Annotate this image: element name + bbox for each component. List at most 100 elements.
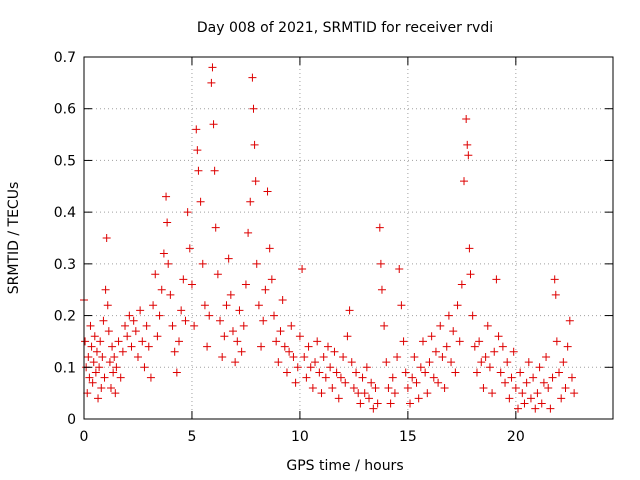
data-point xyxy=(434,378,443,387)
data-point xyxy=(483,321,492,330)
y-axis-label: SRMTID / TECUs xyxy=(6,182,22,295)
data-point xyxy=(254,301,263,310)
data-point xyxy=(399,337,408,346)
data-point xyxy=(544,383,553,392)
data-point xyxy=(99,316,108,325)
data-point xyxy=(492,275,501,284)
data-point xyxy=(267,275,276,284)
data-point xyxy=(341,378,350,387)
data-point xyxy=(550,275,559,284)
data-point xyxy=(218,352,227,361)
data-point xyxy=(356,399,365,408)
data-point xyxy=(328,383,337,392)
data-point xyxy=(308,383,317,392)
data-point xyxy=(468,311,477,320)
data-point xyxy=(295,332,304,341)
data-point xyxy=(237,347,246,356)
data-point xyxy=(100,373,109,382)
data-point xyxy=(274,358,283,367)
x-tick-label: 20 xyxy=(507,429,525,445)
data-point xyxy=(323,342,332,351)
data-point xyxy=(371,383,380,392)
data-point xyxy=(89,358,98,367)
data-point xyxy=(81,337,90,346)
data-point xyxy=(466,270,475,279)
data-point xyxy=(136,306,145,315)
data-point xyxy=(163,218,172,227)
data-point xyxy=(376,259,385,268)
data-point xyxy=(276,327,285,336)
data-point xyxy=(300,352,309,361)
data-point xyxy=(369,404,378,413)
data-point xyxy=(507,373,516,382)
data-point xyxy=(440,383,449,392)
data-point xyxy=(317,389,326,398)
data-point xyxy=(423,389,432,398)
x-tick-label: 10 xyxy=(291,429,309,445)
data-point xyxy=(447,358,456,367)
data-point xyxy=(166,290,175,299)
data-point xyxy=(332,368,341,377)
y-tick-label: 0.4 xyxy=(54,205,76,221)
data-point xyxy=(103,301,112,310)
data-point xyxy=(106,383,115,392)
data-point xyxy=(149,301,158,310)
data-point xyxy=(252,259,261,268)
data-point xyxy=(121,321,130,330)
data-point xyxy=(175,337,184,346)
data-point xyxy=(460,177,469,186)
data-point xyxy=(198,259,207,268)
data-point xyxy=(304,342,313,351)
data-point xyxy=(270,311,279,320)
data-point xyxy=(98,352,107,361)
data-point xyxy=(347,358,356,367)
data-point xyxy=(190,321,199,330)
data-point xyxy=(194,166,203,175)
data-point xyxy=(140,363,149,372)
data-point xyxy=(87,342,96,351)
data-point xyxy=(561,383,570,392)
data-point xyxy=(567,373,576,382)
data-point xyxy=(406,399,415,408)
data-point xyxy=(118,347,127,356)
data-point xyxy=(462,115,471,124)
data-point xyxy=(112,363,121,372)
data-point xyxy=(133,352,142,361)
data-point xyxy=(216,316,225,325)
data-point xyxy=(246,197,255,206)
data-point xyxy=(293,363,302,372)
data-point xyxy=(477,358,486,367)
x-axis-label: GPS time / hours xyxy=(286,458,403,474)
data-point xyxy=(485,363,494,372)
data-point xyxy=(162,192,171,201)
data-point xyxy=(250,140,259,149)
data-point xyxy=(84,352,93,361)
y-tick-label: 0.2 xyxy=(54,309,76,325)
data-point xyxy=(259,316,268,325)
data-point xyxy=(302,373,311,382)
data-point xyxy=(101,285,110,294)
data-point xyxy=(235,306,244,315)
data-point xyxy=(319,352,328,361)
data-point xyxy=(382,358,391,367)
data-point xyxy=(220,332,229,341)
data-point xyxy=(330,347,339,356)
data-point xyxy=(367,378,376,387)
y-tick-label: 0.5 xyxy=(54,153,76,169)
data-point xyxy=(479,383,488,392)
data-point xyxy=(86,321,95,330)
data-point xyxy=(416,363,425,372)
data-point xyxy=(105,358,114,367)
data-point xyxy=(386,399,395,408)
data-point xyxy=(291,378,300,387)
data-point xyxy=(336,373,345,382)
data-point xyxy=(390,389,399,398)
data-point xyxy=(315,368,324,377)
data-point xyxy=(261,285,270,294)
data-point xyxy=(429,373,438,382)
data-point xyxy=(352,368,361,377)
y-tick-label: 0.7 xyxy=(54,50,76,66)
data-point xyxy=(251,177,260,186)
plot-frame xyxy=(83,56,614,420)
data-point xyxy=(151,270,160,279)
